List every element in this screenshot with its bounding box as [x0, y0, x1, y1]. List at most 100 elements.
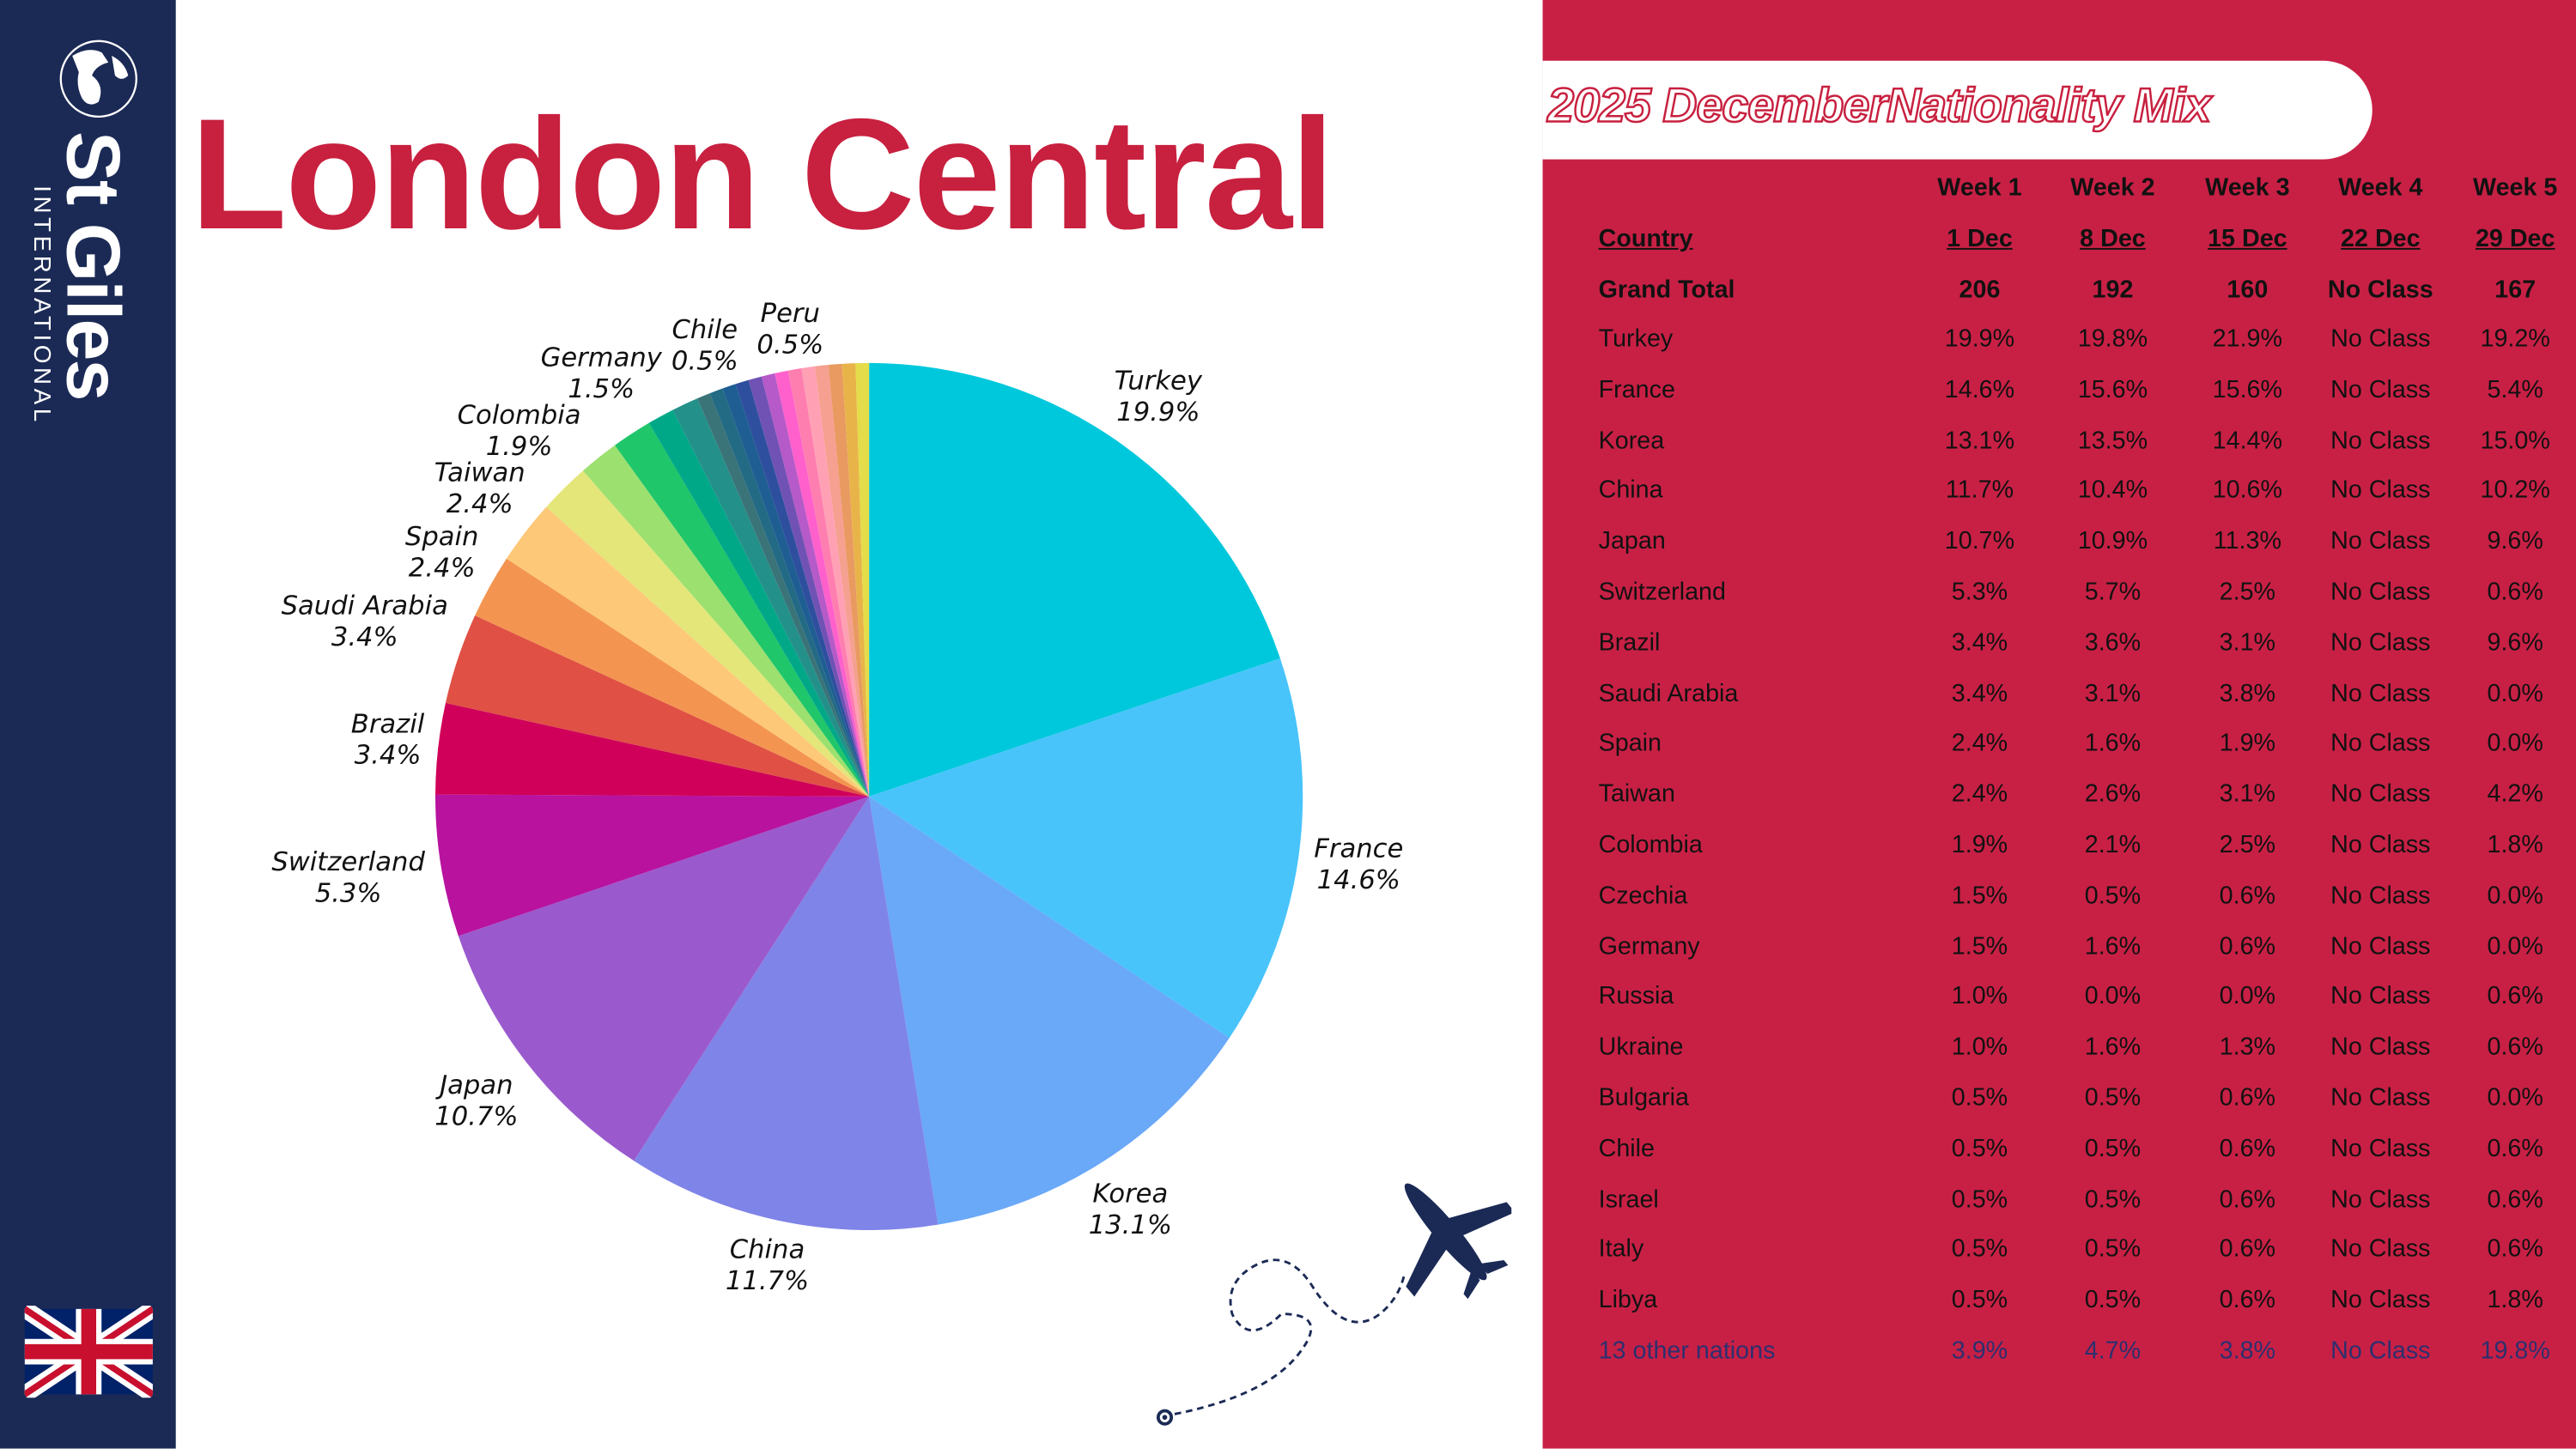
slice-name: Saudi Arabia	[281, 589, 448, 621]
table-row: Turkey 19.9% 19.8% 21.9% No Class 19.2%	[1599, 315, 2552, 364]
country-cell: Spain	[1598, 730, 1662, 758]
value-cell: 0.5%	[2084, 1286, 2142, 1314]
value-cell: 5.7%	[2084, 578, 2142, 606]
slice-value: 10.7%	[434, 1100, 519, 1132]
country-cell: Czechia	[1598, 882, 1688, 910]
slice-value: 2.4%	[408, 551, 476, 584]
value-cell: 14.4%	[2212, 426, 2283, 455]
pie-slice	[722, 384, 870, 797]
value-cell: 1.6%	[2084, 1033, 2142, 1062]
pie-slice-brazil	[435, 702, 870, 797]
value-cell: Week 5	[2473, 173, 2558, 203]
other-nations-row: 13 other nations 3.9% 4.7% 3.8% No Class 19.8…	[1599, 1327, 2552, 1376]
value-cell: No Class	[2330, 1134, 2431, 1163]
table-row: Japan 10.7% 10.9% 11.3% No Class 9.6%	[1599, 518, 2552, 567]
pie-slice-chile	[709, 388, 870, 797]
pie-label: Japan 10.7%	[434, 1070, 518, 1132]
value-cell: 9.6%	[2487, 628, 2543, 657]
value-cell: 19.8%	[2077, 324, 2148, 354]
slice-value: 5.3%	[314, 876, 382, 909]
value-cell: No Class	[2330, 578, 2431, 606]
value-cell: Week 1	[1937, 173, 2022, 203]
value-cell: 19.2%	[2480, 324, 2550, 354]
value-cell: Week 4	[2338, 173, 2423, 203]
value-cell: No Class	[2330, 882, 2431, 910]
value-cell: 4.7%	[2084, 1337, 2142, 1365]
pie-slice	[828, 363, 870, 797]
table-row: Saudi Arabia 3.4% 3.1% 3.8% No Class 0.0%	[1599, 670, 2552, 718]
value-cell: 0.6%	[2219, 1286, 2276, 1314]
value-cell: 167	[2494, 276, 2537, 304]
pie-slice-korea	[869, 796, 1230, 1225]
pie-slice	[775, 370, 870, 797]
value-cell: 0.5%	[2084, 1235, 2142, 1264]
value-cell: 15.0%	[2480, 426, 2550, 455]
value-cell: No Class	[2330, 628, 2431, 657]
slice-value: 13.1%	[1088, 1209, 1172, 1240]
value-cell: 10.9%	[2077, 527, 2148, 556]
pie-label: Switzerland 5.3%	[271, 846, 425, 908]
value-cell: 1.0%	[1951, 1033, 2008, 1062]
country-cell: Country	[1598, 225, 1693, 253]
pie-slice	[801, 366, 870, 797]
pie-slice-japan	[458, 796, 870, 1161]
table-row: Colombia 1.9% 2.1% 2.5% No Class 1.8%	[1599, 822, 2552, 870]
value-cell: No Class	[2327, 276, 2433, 304]
value-cell: No Class	[2330, 324, 2431, 354]
value-cell: 3.8%	[2219, 1337, 2276, 1365]
slice-name: Turkey	[1114, 364, 1203, 397]
pie-label: Taiwan 2.4%	[434, 457, 526, 519]
value-cell: 1.8%	[2487, 831, 2543, 859]
pie-label: Colombia 1.9%	[458, 399, 581, 462]
value-cell: 0.6%	[2487, 1134, 2543, 1163]
value-cell: 11.3%	[2213, 527, 2281, 556]
pie-slice-china	[634, 796, 939, 1231]
value-cell: No Class	[2330, 1033, 2431, 1062]
pie-slice	[648, 409, 870, 797]
slice-value: 1.9%	[485, 430, 553, 462]
value-cell: 0.6%	[2219, 1235, 2276, 1264]
value-cell: 0.0%	[2487, 679, 2543, 707]
pie-label: Peru 0.5%	[756, 297, 823, 360]
table-row: Italy 0.5% 0.5% 0.6% No Class 0.6%	[1599, 1226, 2552, 1275]
table-row: Czechia 1.5% 0.5% 0.6% No Class 0.0%	[1599, 872, 2552, 921]
value-cell: 10.2%	[2480, 476, 2550, 506]
value-cell: 0.6%	[2219, 1134, 2276, 1163]
country-cell: France	[1598, 375, 1675, 404]
pie-label: Chile 0.5%	[671, 313, 738, 376]
value-cell: No Class	[2330, 527, 2431, 556]
table-row: Russia 1.0% 0.0% 0.0% No Class 0.6%	[1599, 973, 2552, 1022]
pie-label: Spain 2.4%	[405, 521, 479, 584]
value-cell: 19.8%	[2480, 1337, 2550, 1365]
country-cell: Russia	[1598, 982, 1674, 1011]
slice-value: 19.9%	[1116, 396, 1200, 427]
pie-slice-colombia	[546, 470, 870, 797]
table-row: Germany 1.5% 1.6% 0.6% No Class 0.0%	[1599, 922, 2552, 971]
pie-slice	[735, 379, 870, 797]
country-cell: Korea	[1598, 426, 1665, 455]
value-cell: 1.6%	[2084, 730, 2142, 758]
table-row: Libya 0.5% 0.5% 0.6% No Class 1.8%	[1599, 1276, 2552, 1325]
value-cell: 206	[1959, 276, 2001, 304]
value-cell: 0.6%	[2487, 1033, 2543, 1062]
slice-name: Spain	[404, 520, 479, 552]
value-cell: 0.5%	[1951, 1083, 2008, 1113]
table-row: Spain 2.4% 1.6% 1.9% No Class 0.0%	[1599, 720, 2552, 769]
table-row: Korea 13.1% 13.5% 14.4% No Class 15.0%	[1599, 416, 2552, 465]
slice-name: Taiwan	[434, 456, 526, 488]
pie-slice-france	[869, 658, 1303, 1039]
pie-slice	[582, 445, 870, 797]
value-cell: Week 2	[2070, 173, 2155, 203]
pie-label: Turkey 19.9%	[1115, 365, 1202, 427]
pie-slice	[697, 393, 870, 797]
value-cell: 0.5%	[2084, 1083, 2142, 1113]
value-cell: 1.9%	[2219, 730, 2276, 758]
table-row: Taiwan 2.4% 2.6% 3.1% No Class 4.2%	[1599, 771, 2552, 820]
value-cell: No Class	[2330, 931, 2431, 961]
pie-slice	[815, 365, 870, 797]
value-cell: 1.5%	[1951, 882, 2008, 910]
globe-logo-icon	[59, 39, 137, 118]
table-row: Switzerland 5.3% 5.7% 2.5% No Class 0.6%	[1599, 568, 2552, 617]
value-cell: 10.7%	[1944, 527, 2015, 556]
